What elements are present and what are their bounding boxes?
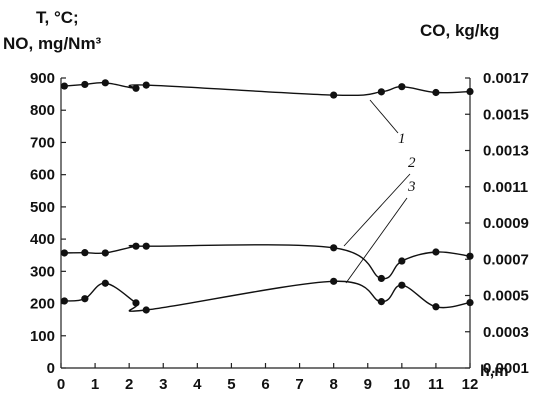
leader-2 — [343, 173, 411, 247]
left-tick-label: 0 — [47, 360, 55, 377]
data-point-series-2 — [466, 252, 474, 260]
data-point-series-2 — [432, 248, 440, 256]
data-point-series-3 — [398, 281, 406, 289]
x-tick-label: 5 — [227, 376, 235, 393]
series-line-2 — [64, 244, 471, 280]
data-point-series-1 — [81, 80, 89, 89]
data-point-series-3 — [432, 303, 440, 311]
data-point-series-3 — [377, 298, 385, 306]
data-point-series-3 — [60, 297, 69, 305]
right-tick-label: 0.0017 — [483, 70, 529, 87]
left-axis-ticks: 0 100 200 300 400 500 600 700 800 900 — [30, 70, 66, 377]
x-tick-label: 10 — [393, 376, 410, 393]
data-point-series-3 — [330, 277, 338, 285]
right-axis-title: CO, kg/kg — [420, 21, 499, 40]
data-point-series-3 — [132, 299, 140, 307]
leader-1 — [369, 99, 399, 134]
data-point-series-1 — [377, 88, 385, 96]
data-point-series-1 — [398, 83, 406, 91]
left-axis-title-line1: T, °C; — [36, 8, 79, 27]
annotation-2: 2 — [408, 155, 416, 171]
annotation-1: 1 — [398, 131, 406, 147]
x-axis-title: h,m — [480, 363, 508, 380]
x-tick-label: 6 — [261, 376, 269, 393]
x-tick-label: 3 — [159, 376, 167, 393]
data-point-series-1 — [132, 84, 140, 92]
data-point-series-1 — [466, 87, 474, 96]
left-tick-label: 900 — [30, 70, 55, 87]
data-point-series-1 — [330, 91, 338, 99]
right-tick-label: 0.0009 — [483, 215, 529, 232]
left-tick-label: 700 — [30, 134, 55, 151]
data-point-series-2 — [132, 242, 140, 250]
x-tick-label: 9 — [364, 376, 372, 393]
data-point-series-3 — [142, 306, 150, 314]
right-tick-label: 0.0005 — [483, 288, 529, 305]
data-point-series-3 — [466, 298, 474, 307]
left-tick-label: 500 — [30, 199, 55, 216]
right-tick-label: 0.0001 — [483, 360, 529, 377]
left-tick-label: 200 — [30, 296, 55, 313]
data-point-series-2 — [101, 249, 109, 257]
data-point-series-2 — [330, 244, 338, 252]
right-tick-label: 0.0011 — [483, 179, 528, 196]
data-point-series-1 — [432, 88, 440, 97]
data-point-series-2 — [81, 249, 89, 257]
left-tick-label: 400 — [30, 231, 55, 248]
left-axis-title-line2: NO, mg/Nm³ — [3, 34, 102, 53]
data-point-series-2 — [142, 242, 150, 250]
right-axis-ticks: 0.0001 0.0003 0.0005 0.0007 0.0009 0.0011 0.00… — [465, 70, 529, 377]
data-point-series-3 — [81, 295, 89, 303]
left-tick-label: 100 — [30, 328, 55, 345]
annotation-3: 3 — [407, 179, 416, 195]
data-point-series-2 — [60, 249, 69, 257]
data-point-series-1 — [60, 82, 69, 90]
series-line-3 — [64, 280, 471, 312]
right-tick-label: 0.0003 — [483, 324, 529, 341]
x-tick-label: 7 — [295, 376, 303, 393]
x-tick-label: 2 — [125, 376, 133, 393]
left-tick-label: 600 — [30, 167, 55, 184]
x-tick-label: 8 — [329, 376, 337, 393]
x-tick-label: 4 — [193, 376, 202, 393]
x-tick-label: 1 — [91, 376, 99, 393]
left-tick-label: 300 — [30, 263, 55, 280]
x-axis-ticks: 0 1 2 3 4 5 6 7 8 9 10 11 12 — [57, 363, 479, 393]
x-tick-label: 12 — [462, 376, 479, 393]
data-point-series-3 — [101, 279, 109, 287]
x-tick-label: 0 — [57, 376, 65, 393]
left-tick-label: 800 — [30, 102, 55, 119]
data-point-series-1 — [101, 79, 109, 87]
x-tick-label: 11 — [428, 376, 444, 393]
leader-3 — [345, 197, 408, 284]
data-point-series-2 — [398, 257, 406, 265]
right-tick-label: 0.0015 — [483, 106, 529, 123]
data-point-series-1 — [142, 81, 150, 89]
right-tick-label: 0.0013 — [483, 143, 529, 160]
series-layer — [60, 79, 474, 314]
data-point-series-2 — [377, 274, 385, 283]
series-line-1 — [64, 81, 471, 97]
right-tick-label: 0.0007 — [483, 251, 529, 268]
